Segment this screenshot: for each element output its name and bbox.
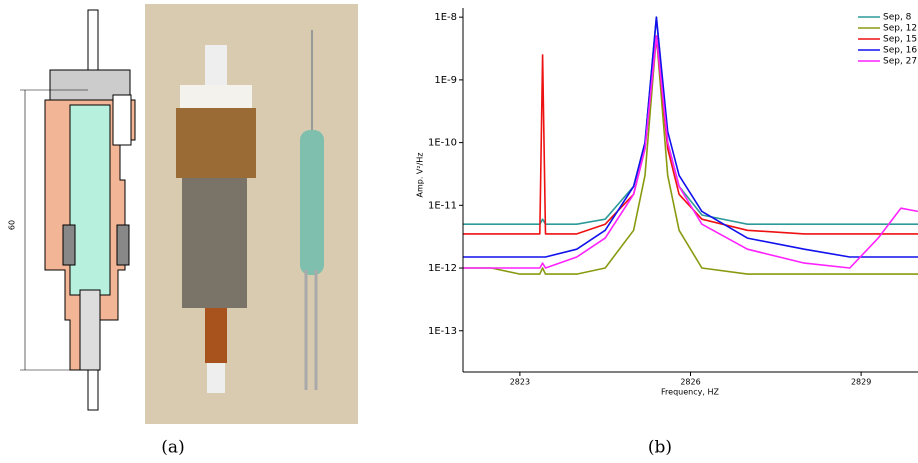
- x-tick-label: 2829: [851, 378, 871, 387]
- series-line: [463, 35, 918, 269]
- legend-label: Sep, 16: [883, 46, 917, 56]
- legend-label: Sep, 15: [883, 35, 917, 45]
- y-tick-label: 1E-12: [428, 263, 457, 274]
- series-line: [463, 16, 918, 258]
- y-tick-label: 1E-9: [434, 75, 457, 86]
- cross-section: [20, 9, 136, 411]
- caption: (a): [161, 438, 184, 458]
- y-tick-label: 1E-10: [428, 138, 457, 149]
- y-tick-label: 1E-11: [428, 200, 457, 211]
- photo: [145, 4, 358, 424]
- y-axis-label: Amp. V²/Hz: [416, 152, 425, 197]
- dimension-label: 60: [8, 220, 17, 230]
- legend-label: Sep, 27: [883, 57, 917, 67]
- x-tick-label: 2826: [680, 378, 700, 387]
- y-tick-label: 1E-13: [428, 326, 457, 337]
- x-tick-label: 2823: [510, 378, 530, 387]
- legend-label: Sep, 8: [883, 13, 912, 23]
- caption: (b): [648, 438, 672, 458]
- x-axis-label: Frequency, HZ: [661, 388, 719, 397]
- y-tick-label: 1E-8: [434, 12, 457, 23]
- series-line: [463, 35, 918, 275]
- legend-label: Sep, 12: [883, 24, 917, 34]
